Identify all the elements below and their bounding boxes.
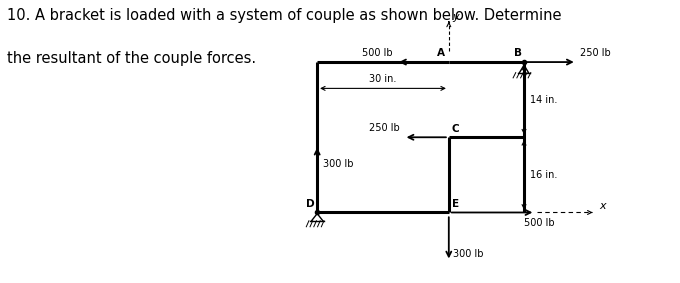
Text: 500 lb: 500 lb	[362, 48, 392, 57]
Text: x: x	[599, 201, 606, 211]
Text: 250 lb: 250 lb	[581, 48, 611, 57]
Text: 14 in.: 14 in.	[530, 95, 557, 105]
Text: the resultant of the couple forces.: the resultant of the couple forces.	[7, 51, 256, 66]
Text: B: B	[514, 48, 522, 58]
Text: 300 lb: 300 lb	[323, 158, 354, 169]
Text: 250 lb: 250 lb	[369, 123, 400, 133]
Text: 300 lb: 300 lb	[454, 249, 483, 259]
Text: 10. A bracket is loaded with a system of couple as shown below. Determine: 10. A bracket is loaded with a system of…	[7, 8, 561, 23]
Text: C: C	[452, 124, 460, 134]
Text: A: A	[437, 48, 445, 58]
Text: E: E	[452, 200, 459, 209]
Text: 30 in.: 30 in.	[369, 74, 396, 84]
Text: 16 in.: 16 in.	[530, 170, 557, 180]
Text: D: D	[305, 199, 314, 209]
Text: 500 lb: 500 lb	[524, 218, 555, 228]
Text: y: y	[452, 12, 458, 22]
